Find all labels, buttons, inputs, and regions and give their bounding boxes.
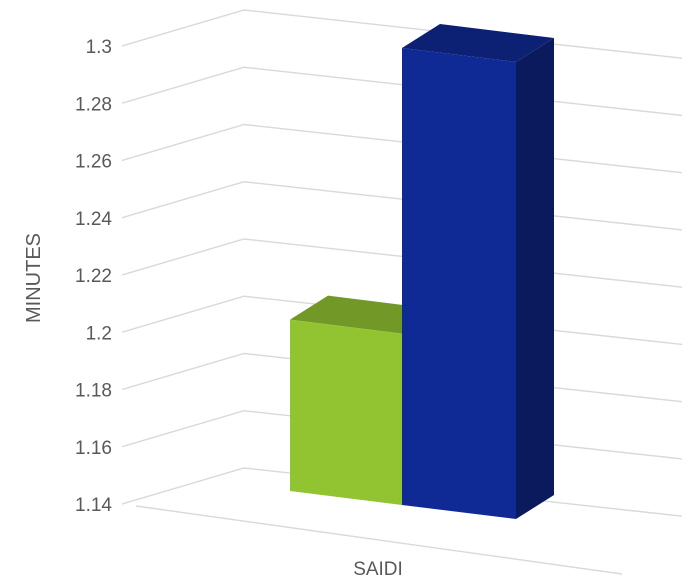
floor-line [135, 505, 623, 575]
y-tick-label: 1.3 [86, 37, 112, 58]
y-tick-label: 1.22 [75, 266, 112, 287]
gridlines [121, 9, 683, 575]
y-tick-label: 1.2 [86, 323, 112, 344]
y-axis-title: MINUTES [23, 233, 45, 323]
bars [290, 24, 554, 519]
y-tick-label: 1.28 [75, 94, 112, 115]
y-tick-label: 1.16 [75, 438, 112, 459]
bar-front-face [290, 319, 402, 505]
y-tick-label: 1.24 [75, 209, 112, 230]
y-tick-label: 1.14 [75, 495, 112, 516]
category-label: SAIDI [353, 559, 403, 580]
y-axis-tick-labels: 1.14 1.16 1.18 1.2 1.22 1.24 1.26 1.28 1.3 [75, 37, 112, 516]
y-tick-label: 1.18 [75, 381, 112, 402]
bar-side-face [516, 38, 554, 519]
bar-top-face [402, 24, 554, 62]
bar-front-face [402, 48, 516, 519]
y-tick-label: 1.26 [75, 152, 112, 173]
bar [402, 24, 554, 519]
